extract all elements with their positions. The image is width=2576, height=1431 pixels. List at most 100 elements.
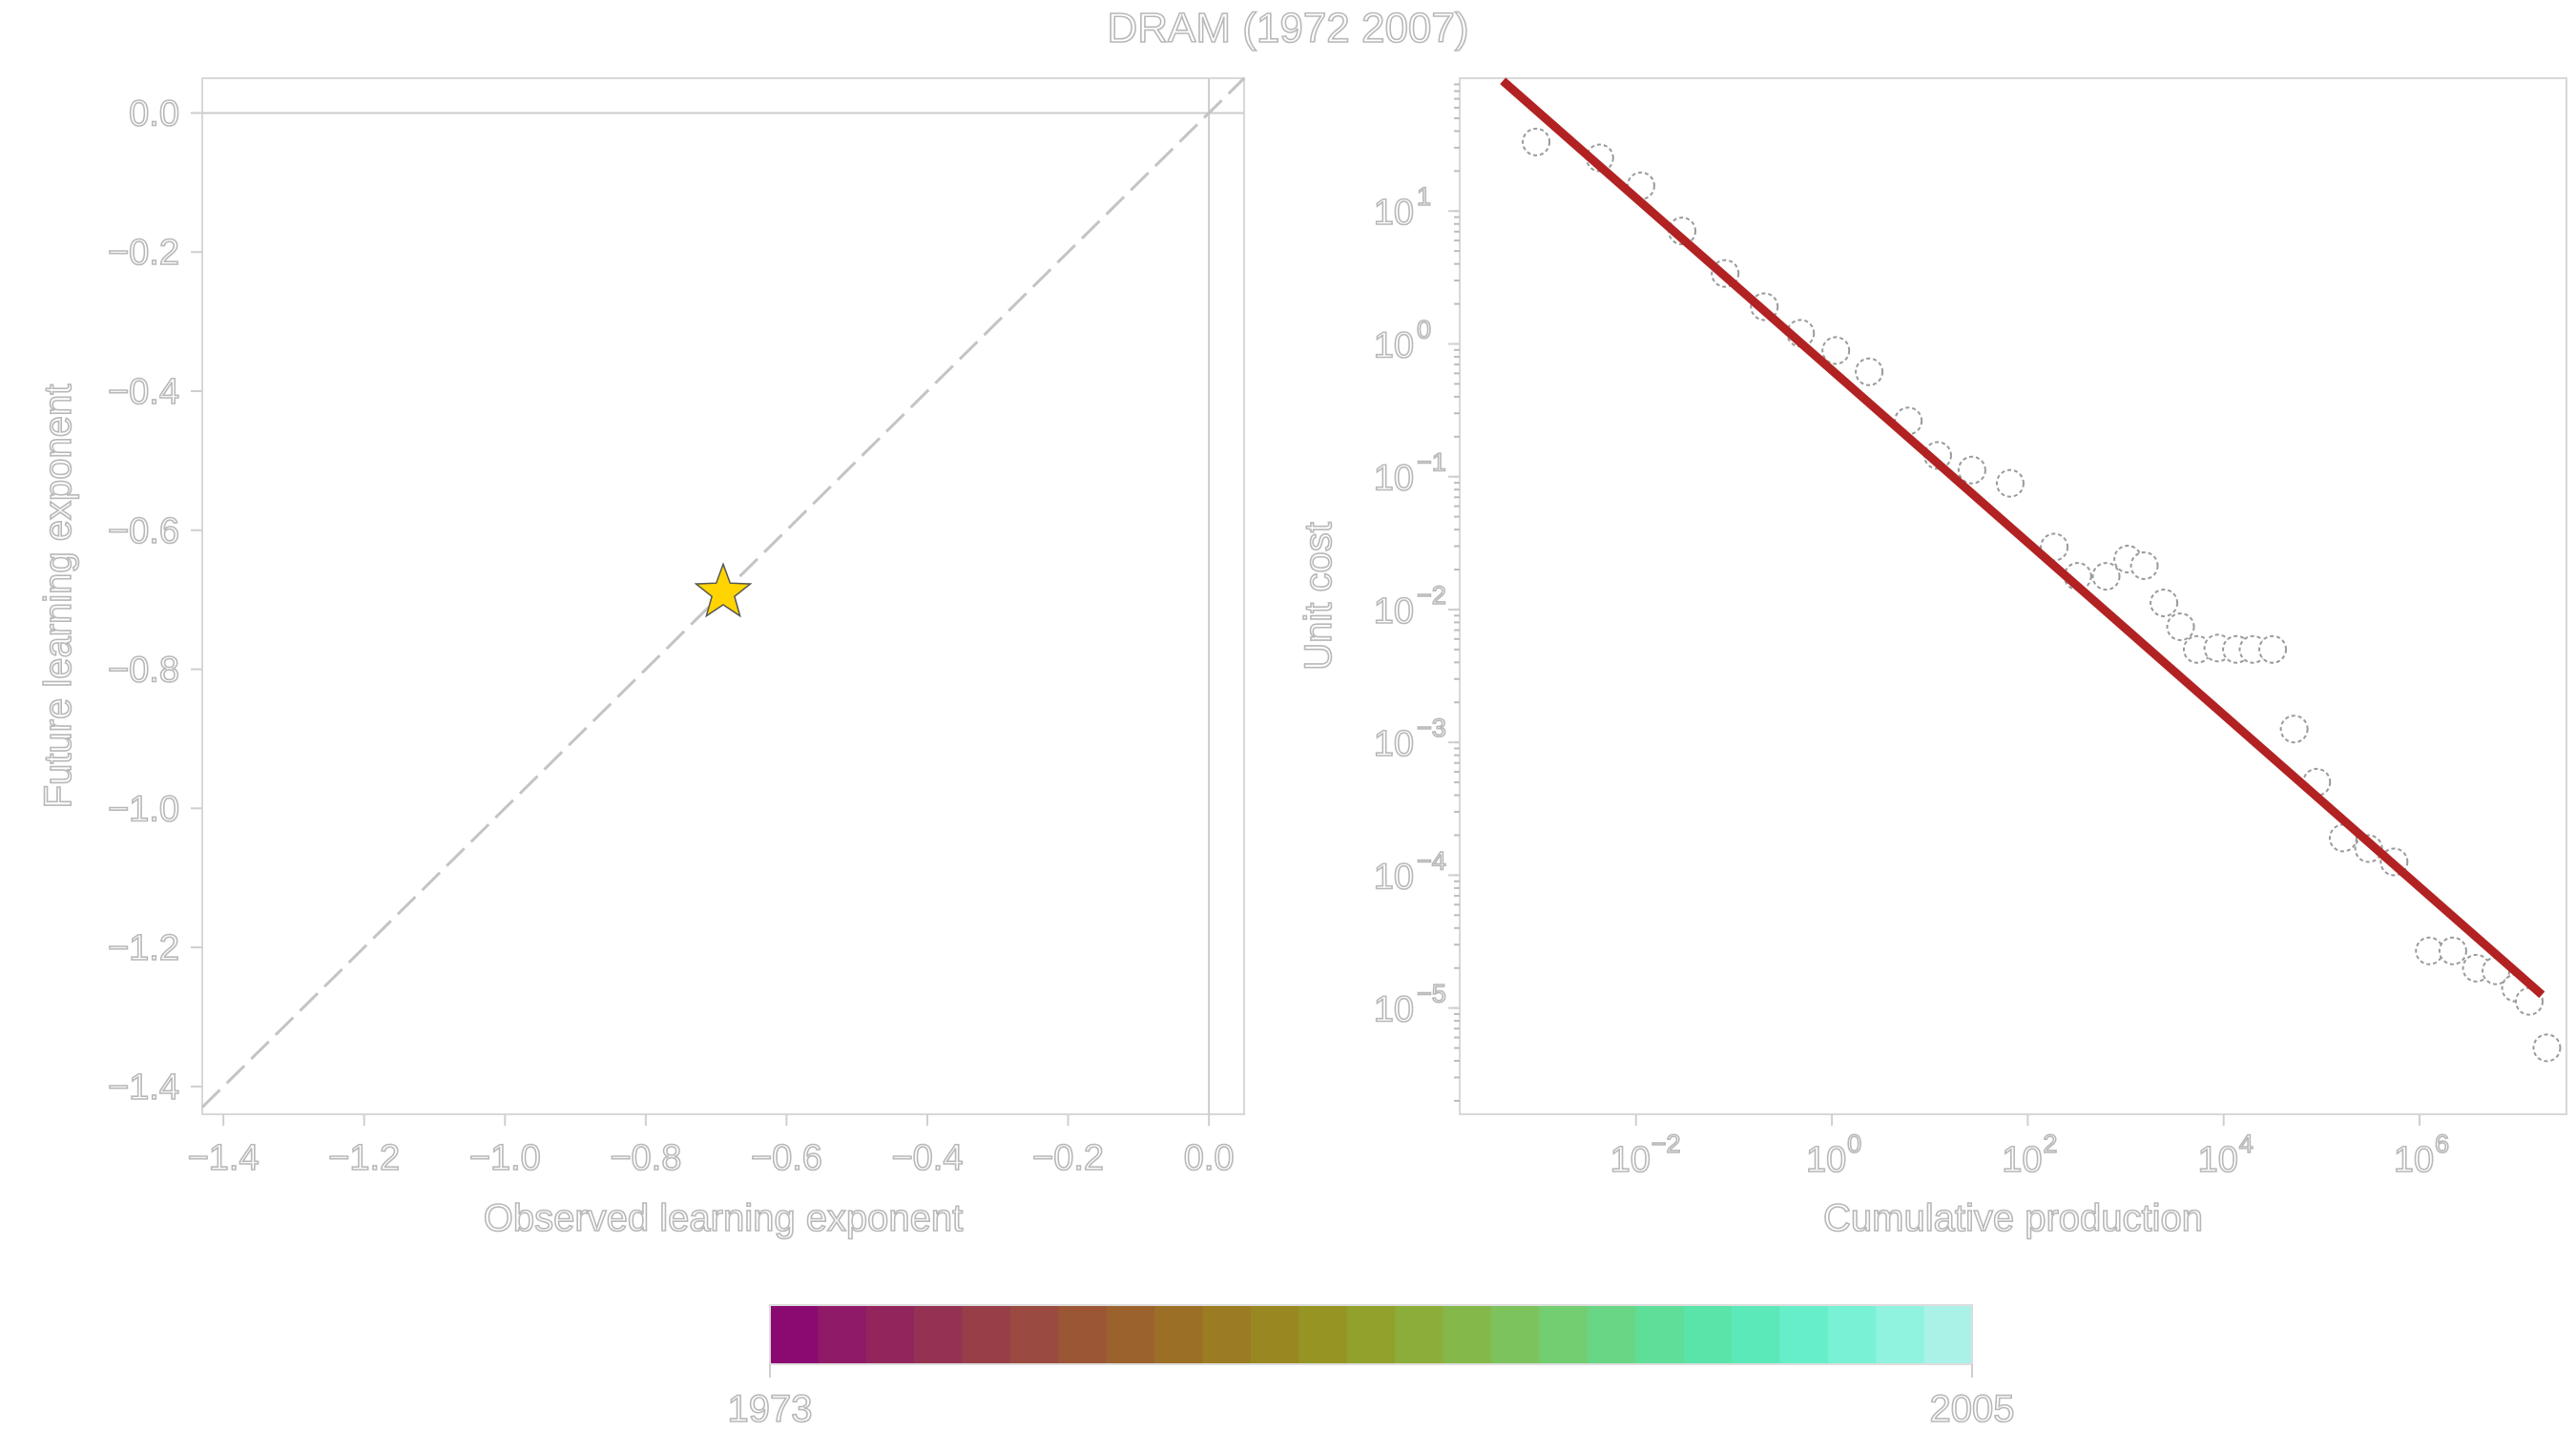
colorbar-segment [914, 1305, 964, 1364]
left-x-tick-label: 0.0 [1184, 1138, 1235, 1178]
right-y-axis-label: Unit cost [1298, 522, 1340, 671]
right-y-tick-exponent: −1 [1417, 448, 1446, 477]
right-plot-frame [1459, 77, 2567, 1115]
left-y-tick-label: −0.4 [108, 372, 179, 412]
colorbar-segment [1587, 1305, 1636, 1364]
colorbar-segment [865, 1305, 915, 1364]
right-y-tick-exponent: −3 [1417, 714, 1446, 742]
colorbar-gradient [770, 1305, 1973, 1364]
figure-title: DRAM (1972 2007) [1107, 5, 1468, 52]
right-x-tick-exponent: −2 [1652, 1130, 1681, 1158]
colorbar-start-label: 1973 [728, 1388, 813, 1430]
right-x-tick-label: 10 [1610, 1140, 1651, 1180]
left-x-tick-label: −1.0 [469, 1138, 541, 1178]
cost-point [1855, 357, 1884, 386]
right-y-tick-label: 10 [1374, 724, 1414, 764]
colorbar-segment [1443, 1305, 1492, 1364]
colorbar-segment [1346, 1305, 1396, 1364]
right-x-tick-label: 10 [2002, 1140, 2042, 1180]
colorbar-segment [962, 1305, 1011, 1364]
left-y-tick-label: −0.8 [108, 651, 179, 691]
cost-point [1522, 127, 1551, 156]
cost-point [2091, 562, 2121, 591]
cost-point [1995, 468, 2025, 498]
right-y-tick-exponent: 0 [1417, 315, 1431, 343]
cost-point [2279, 715, 2309, 744]
cost-point [1957, 455, 1986, 485]
colorbar-segment [1635, 1305, 1685, 1364]
colorbar-segment [1683, 1305, 1733, 1364]
right-scatter-panel: 10 −2 10 0 10 2 10 4 10 6 10 110 010 −110 −210 −310 −41… [1297, 77, 2567, 1240]
colorbar-segment [1539, 1305, 1589, 1364]
right-y-tick-label: 10 [1374, 459, 1414, 499]
colorbar-segment [1395, 1305, 1444, 1364]
colorbar-segment [1106, 1305, 1155, 1364]
year-colorbar: 1973 2005 [727, 1304, 2015, 1431]
colorbar-segment [1298, 1305, 1348, 1364]
right-x-tick-label: 10 [1806, 1140, 1846, 1180]
right-y-tick-exponent: 1 [1417, 182, 1431, 211]
star-marker [694, 562, 753, 618]
cost-point [2150, 588, 2179, 617]
colorbar-segment [1058, 1305, 1108, 1364]
colorbar-segment [1491, 1305, 1540, 1364]
colorbar-segment [1202, 1305, 1252, 1364]
fit-line [1500, 77, 2545, 999]
left-x-axis-ticks: −1.4 −1.2 −1.0 −0.8 −0.6 −0.4 −0.2 0.0 [187, 1114, 1235, 1179]
left-x-tick-label: −1.2 [328, 1138, 400, 1178]
left-x-axis-label: Observed learning exponent [484, 1197, 964, 1239]
colorbar-frame [769, 1304, 1973, 1365]
colorbar-segment [1154, 1305, 1204, 1364]
colorbar-segment [1876, 1305, 1925, 1364]
right-x-tick-exponent: 6 [2435, 1130, 2449, 1158]
colorbar-segment [1923, 1305, 1973, 1364]
colorbar-segment [1779, 1305, 1829, 1364]
cost-point [2532, 1033, 2562, 1063]
right-y-tick-label: 10 [1374, 990, 1414, 1030]
left-x-tick-label: −0.2 [1032, 1138, 1104, 1178]
right-fit-line-group [1500, 77, 2545, 999]
right-x-tick-exponent: 4 [2239, 1130, 2254, 1158]
right-x-tick-label: 10 [2198, 1140, 2238, 1180]
cost-point [2166, 612, 2195, 642]
right-x-tick-exponent: 0 [1847, 1130, 1861, 1158]
cost-point [2258, 634, 2288, 664]
left-y-tick-label: −1.2 [108, 928, 179, 968]
colorbar-segment [770, 1305, 819, 1364]
cost-point [2129, 550, 2159, 580]
left-x-tick-label: −1.4 [188, 1138, 260, 1178]
left-y-axis-label: Future learning exponent [37, 384, 79, 809]
colorbar-segment [1251, 1305, 1299, 1364]
left-y-axis-ticks: 0.0 −0.2 −0.4 −0.6 −0.8 −1.0 −1.2 −1.4 [107, 93, 202, 1109]
right-x-tick-exponent: 2 [2043, 1130, 2057, 1158]
colorbar-end-label: 2005 [1930, 1388, 2015, 1430]
left-x-tick-label: −0.8 [610, 1138, 681, 1178]
right-y-tick-label: 10 [1374, 857, 1414, 897]
cost-point [2438, 936, 2467, 965]
right-x-tick-label: 10 [2394, 1140, 2434, 1180]
colorbar-segment [1732, 1305, 1780, 1364]
right-y-tick-exponent: −4 [1417, 846, 1446, 875]
left-scatter-panel: −1.4 −1.2 −1.0 −0.8 −0.6 −0.4 −0.2 0.0 0.0−0.2−… [36, 76, 1246, 1240]
cost-point [1821, 336, 1851, 365]
right-y-tick-exponent: −2 [1417, 581, 1446, 610]
colorbar-segment [1827, 1305, 1877, 1364]
left-y-tick-label: −0.2 [108, 233, 179, 273]
right-y-tick-label: 10 [1374, 193, 1414, 233]
left-x-tick-label: −0.6 [751, 1138, 822, 1178]
left-data-points [694, 562, 753, 618]
right-y-tick-label: 10 [1374, 591, 1414, 632]
colorbar-segment [1010, 1305, 1059, 1364]
colorbar-segment [818, 1305, 867, 1364]
left-y-tick-label: −0.6 [108, 511, 179, 551]
right-x-axis-ticks: 10 −2 10 0 10 2 10 4 10 6 [1610, 1114, 2450, 1181]
right-y-tick-label: 10 [1374, 325, 1414, 365]
right-x-axis-label: Cumulative production [1823, 1197, 2203, 1239]
right-y-tick-exponent: −5 [1417, 980, 1446, 1008]
left-x-tick-label: −0.4 [891, 1138, 963, 1178]
left-y-tick-label: −1.0 [108, 789, 179, 829]
left-y-tick-label: −1.4 [108, 1068, 179, 1108]
left-y-tick-label: 0.0 [129, 93, 179, 134]
